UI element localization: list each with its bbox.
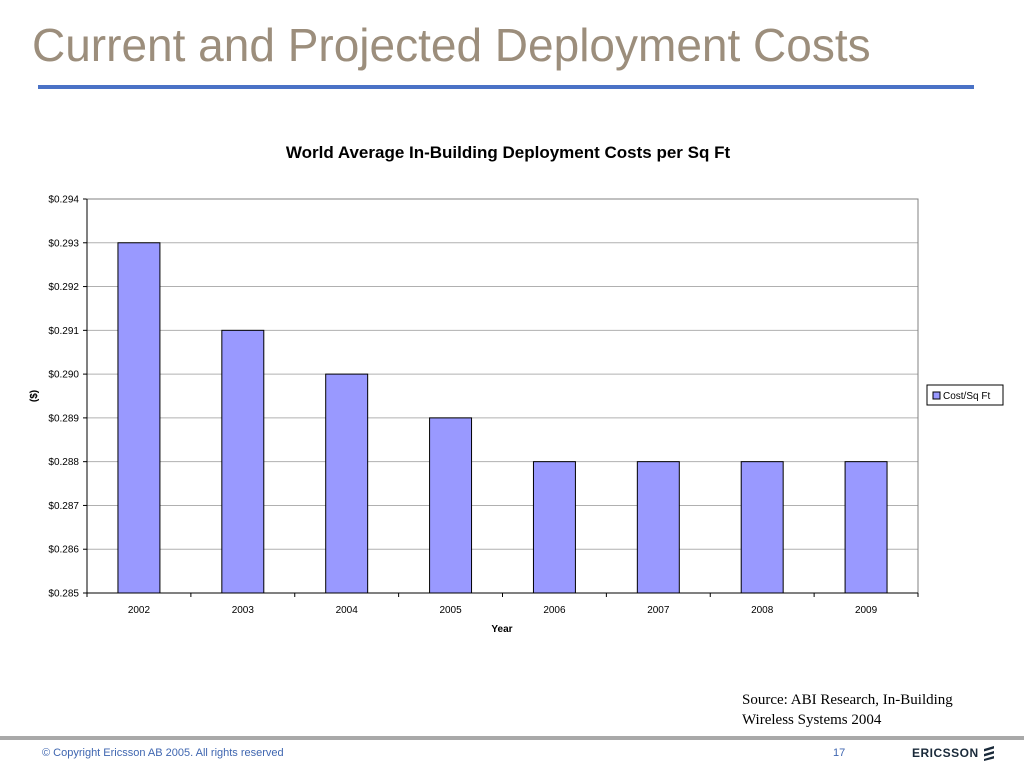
x-tick-label: 2008 — [751, 605, 774, 616]
x-tick-label: 2007 — [647, 605, 670, 616]
x-tick-label: 2003 — [232, 605, 255, 616]
y-tick-label: $0.290 — [48, 370, 79, 381]
y-tick-label: $0.286 — [48, 545, 79, 556]
x-tick-label: 2005 — [439, 605, 462, 616]
y-tick-label: $0.287 — [48, 501, 79, 512]
chart-title: World Average In-Building Deployment Cos… — [286, 143, 731, 162]
legend: Cost/Sq Ft — [926, 384, 1004, 406]
bar — [740, 461, 784, 594]
logo-text: ERICSSON — [912, 746, 979, 760]
footer-divider — [0, 736, 1024, 740]
bar — [221, 329, 265, 594]
bar — [844, 461, 888, 594]
footer-copyright: © Copyright Ericsson AB 2005. All rights… — [42, 747, 284, 759]
bar — [325, 373, 369, 594]
bar — [532, 461, 576, 594]
ericsson-mark-icon — [983, 746, 994, 761]
y-tick-label: $0.291 — [48, 326, 79, 337]
plot-area — [86, 198, 919, 594]
x-tick-label: 2009 — [855, 605, 878, 616]
ericsson-logo: ERICSSON — [912, 745, 995, 761]
bar — [636, 461, 680, 594]
y-tick-label: $0.289 — [48, 413, 79, 424]
y-tick-label: $0.288 — [48, 457, 79, 468]
legend-label: Cost/Sq Ft — [943, 391, 990, 402]
page-number: 17 — [833, 747, 846, 759]
x-tick-label: 2002 — [128, 605, 151, 616]
legend-swatch — [932, 391, 941, 400]
legend-box — [926, 384, 1004, 406]
y-tick-label: $0.294 — [48, 195, 79, 206]
bar — [429, 417, 473, 594]
slide-title: Current and Projected Deployment Costs — [32, 19, 871, 71]
x-tick-label: 2004 — [336, 605, 359, 616]
y-tick-label: $0.292 — [48, 282, 79, 293]
y-tick-label: $0.293 — [48, 238, 79, 249]
title-underline — [38, 85, 974, 89]
bar — [117, 242, 161, 594]
y-axis-title: ($) — [29, 390, 40, 402]
y-tick-label: $0.285 — [48, 589, 79, 600]
x-tick-label: 2006 — [543, 605, 566, 616]
x-axis-title: Year — [491, 624, 512, 635]
source-note: Source: ABI Research, In-Building Wirele… — [742, 692, 953, 728]
